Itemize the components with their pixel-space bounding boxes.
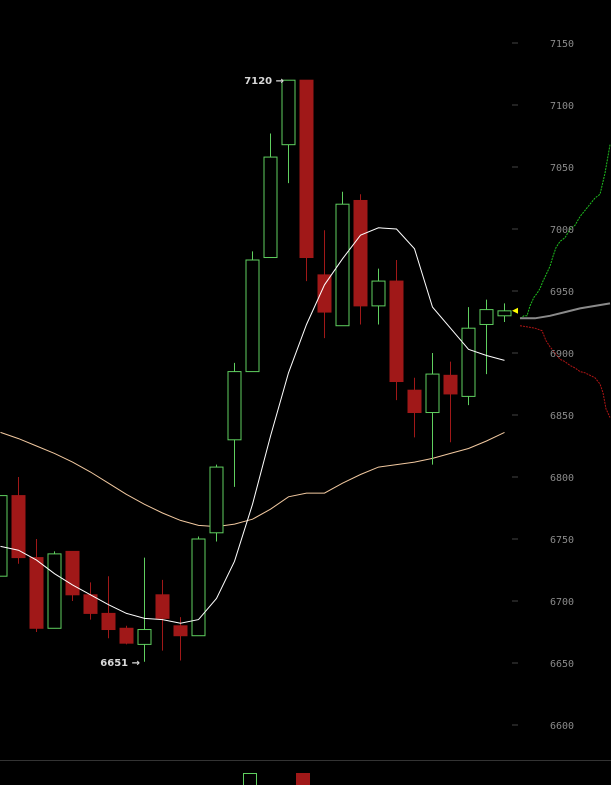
- y-tick-label: 7100: [550, 101, 574, 112]
- y-tick-label: 6950: [550, 287, 574, 298]
- y-tick-label: 6800: [550, 473, 574, 484]
- depth-mid-line: [520, 302, 611, 320]
- price-annotation: 6651 →: [100, 658, 140, 669]
- candle-up: [191, 538, 206, 637]
- candle-down: [11, 495, 26, 559]
- candle-down: [317, 274, 332, 313]
- candle-down: [407, 389, 422, 414]
- candle-up: [461, 327, 476, 397]
- candle-down: [353, 199, 368, 307]
- y-tick-label: 6900: [550, 349, 574, 360]
- candle-up: [227, 371, 242, 441]
- candle-up: [0, 495, 8, 577]
- candle-up: [479, 309, 494, 325]
- y-tick-label: 7150: [550, 39, 574, 50]
- candle-up: [335, 203, 350, 327]
- candle-down: [389, 280, 404, 383]
- price-axis: 6600 6650 6700 6750 6800 6850 6900 6950 7000 7050…: [512, 39, 574, 732]
- moving-average-fast: [0, 227, 505, 624]
- y-tick-label: 7050: [550, 163, 574, 174]
- moving-average-fast-layer: [0, 227, 505, 624]
- y-tick-label: 6700: [550, 597, 574, 608]
- price-annotation: 7120 →: [244, 76, 284, 87]
- candle-up: [497, 310, 512, 317]
- depth-layer: [512, 144, 611, 418]
- candle-down: [155, 594, 170, 619]
- candle-up: [281, 79, 296, 146]
- legend-swatch-down: [296, 773, 310, 785]
- y-tick-label: 7000: [550, 225, 574, 236]
- moving-average-slow: [0, 431, 505, 528]
- y-tick-label: 6750: [550, 535, 574, 546]
- last-price-marker: [512, 307, 518, 314]
- depth-ask-line: [519, 325, 611, 418]
- y-tick-label: 6650: [550, 659, 574, 670]
- depth-bid-line: [519, 144, 611, 319]
- moving-average-slow-layer: [0, 431, 505, 528]
- candle-up: [425, 373, 440, 414]
- candle-up: [245, 259, 260, 373]
- candle-up: [137, 629, 152, 645]
- candle-down: [29, 557, 44, 629]
- y-tick-label: 6850: [550, 411, 574, 422]
- candle-down: [101, 612, 116, 631]
- candle-up: [371, 280, 386, 307]
- candle-down: [65, 550, 80, 596]
- candles-layer: [0, 79, 512, 662]
- candle-up: [47, 553, 62, 629]
- y-tick-label: 6600: [550, 721, 574, 732]
- candle-down: [443, 374, 458, 395]
- candle-down: [119, 627, 134, 644]
- annotations-layer: 7120 → 6651 →: [100, 76, 284, 669]
- candle-up: [263, 156, 278, 259]
- legend-swatch-up: [243, 773, 257, 785]
- candle-up: [209, 466, 224, 534]
- candle-down: [173, 625, 188, 637]
- legend: [243, 773, 310, 785]
- candle-down: [299, 79, 314, 259]
